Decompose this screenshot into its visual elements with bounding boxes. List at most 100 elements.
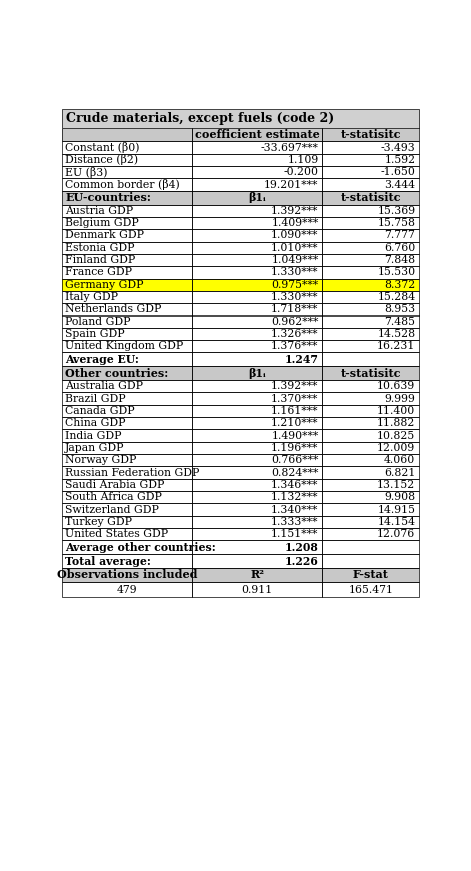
Bar (192, 327, 322, 341)
Bar (322, 217, 419, 229)
Bar (62, 315, 192, 327)
Bar (192, 166, 322, 179)
Bar (192, 554, 322, 568)
Text: Australia GDP: Australia GDP (65, 381, 143, 391)
Bar (192, 528, 322, 540)
Bar (322, 429, 419, 442)
Text: South Africa GDP: South Africa GDP (65, 492, 162, 503)
Bar (62, 454, 192, 466)
Text: R²: R² (250, 570, 264, 580)
Bar (322, 205, 419, 217)
Bar (62, 166, 192, 179)
Bar (62, 568, 192, 582)
Bar (192, 442, 322, 454)
Bar (192, 154, 322, 166)
Bar (62, 554, 192, 568)
Bar (192, 229, 322, 241)
Text: 6.821: 6.821 (384, 468, 415, 477)
Bar (62, 429, 192, 442)
Text: -0.200: -0.200 (284, 167, 318, 178)
Bar (62, 179, 192, 191)
Bar (62, 109, 419, 128)
Text: Germany GDP: Germany GDP (65, 280, 144, 290)
Bar (322, 279, 419, 291)
Text: 1.196***: 1.196*** (271, 443, 318, 453)
Bar (192, 367, 322, 380)
Text: Belgium GDP: Belgium GDP (65, 218, 139, 228)
Bar (62, 241, 192, 254)
Bar (62, 417, 192, 429)
Bar (192, 291, 322, 303)
Text: Norway GDP: Norway GDP (65, 456, 137, 465)
Bar (62, 291, 192, 303)
Text: Average other countries:: Average other countries: (65, 542, 216, 553)
Text: China GDP: China GDP (65, 418, 126, 429)
Bar (322, 141, 419, 154)
Bar (192, 417, 322, 429)
Text: 1.370***: 1.370*** (271, 394, 318, 403)
Bar (192, 442, 322, 454)
Bar (192, 429, 322, 442)
Bar (322, 254, 419, 267)
Text: United States GDP: United States GDP (65, 530, 168, 539)
Text: India GDP: India GDP (65, 430, 122, 441)
Bar (322, 503, 419, 516)
Bar (192, 191, 322, 205)
Text: France GDP: France GDP (65, 267, 132, 277)
Bar (192, 568, 322, 582)
Bar (62, 341, 192, 353)
Bar (192, 303, 322, 315)
Text: coefficient estimate: coefficient estimate (195, 129, 320, 140)
Bar (62, 217, 192, 229)
Bar (62, 528, 192, 540)
Bar (322, 303, 419, 315)
Bar (62, 254, 192, 267)
Bar (322, 303, 419, 315)
Bar (192, 205, 322, 217)
Bar (322, 353, 419, 367)
Text: 1.326***: 1.326*** (271, 329, 318, 339)
Bar (62, 380, 192, 393)
Text: Constant (β0): Constant (β0) (65, 142, 139, 153)
Bar (322, 491, 419, 503)
Bar (62, 429, 192, 442)
Bar (192, 516, 322, 528)
Text: 15.758: 15.758 (377, 218, 415, 228)
Bar (192, 267, 322, 279)
Bar (62, 442, 192, 454)
Text: Russian Federation GDP: Russian Federation GDP (65, 468, 199, 477)
Text: 479: 479 (117, 584, 138, 595)
Bar (62, 303, 192, 315)
Text: 14.154: 14.154 (377, 517, 415, 527)
Text: 1.592: 1.592 (384, 155, 415, 165)
Text: 1.330***: 1.330*** (271, 292, 318, 302)
Text: -33.697***: -33.697*** (260, 143, 318, 152)
Bar (62, 466, 192, 479)
Bar (192, 380, 322, 393)
Text: 9.999: 9.999 (384, 394, 415, 403)
Text: Crude materials, except fuels (code 2): Crude materials, except fuels (code 2) (66, 111, 334, 125)
Bar (62, 442, 192, 454)
Bar (62, 141, 192, 154)
Bar (322, 179, 419, 191)
Bar (62, 405, 192, 417)
Bar (322, 327, 419, 341)
Bar (192, 380, 322, 393)
Bar (192, 166, 322, 179)
Text: β1ᵢ: β1ᵢ (248, 192, 266, 203)
Text: 1.090***: 1.090*** (271, 231, 318, 240)
Bar (322, 442, 419, 454)
Bar (192, 491, 322, 503)
Bar (62, 191, 192, 205)
Bar (192, 454, 322, 466)
Bar (62, 303, 192, 315)
Bar (62, 516, 192, 528)
Text: 16.231: 16.231 (377, 341, 415, 351)
Bar (62, 217, 192, 229)
Bar (322, 241, 419, 254)
Bar (322, 516, 419, 528)
Text: 7.485: 7.485 (384, 317, 415, 327)
Text: Poland GDP: Poland GDP (65, 317, 130, 327)
Bar (322, 554, 419, 568)
Bar (192, 466, 322, 479)
